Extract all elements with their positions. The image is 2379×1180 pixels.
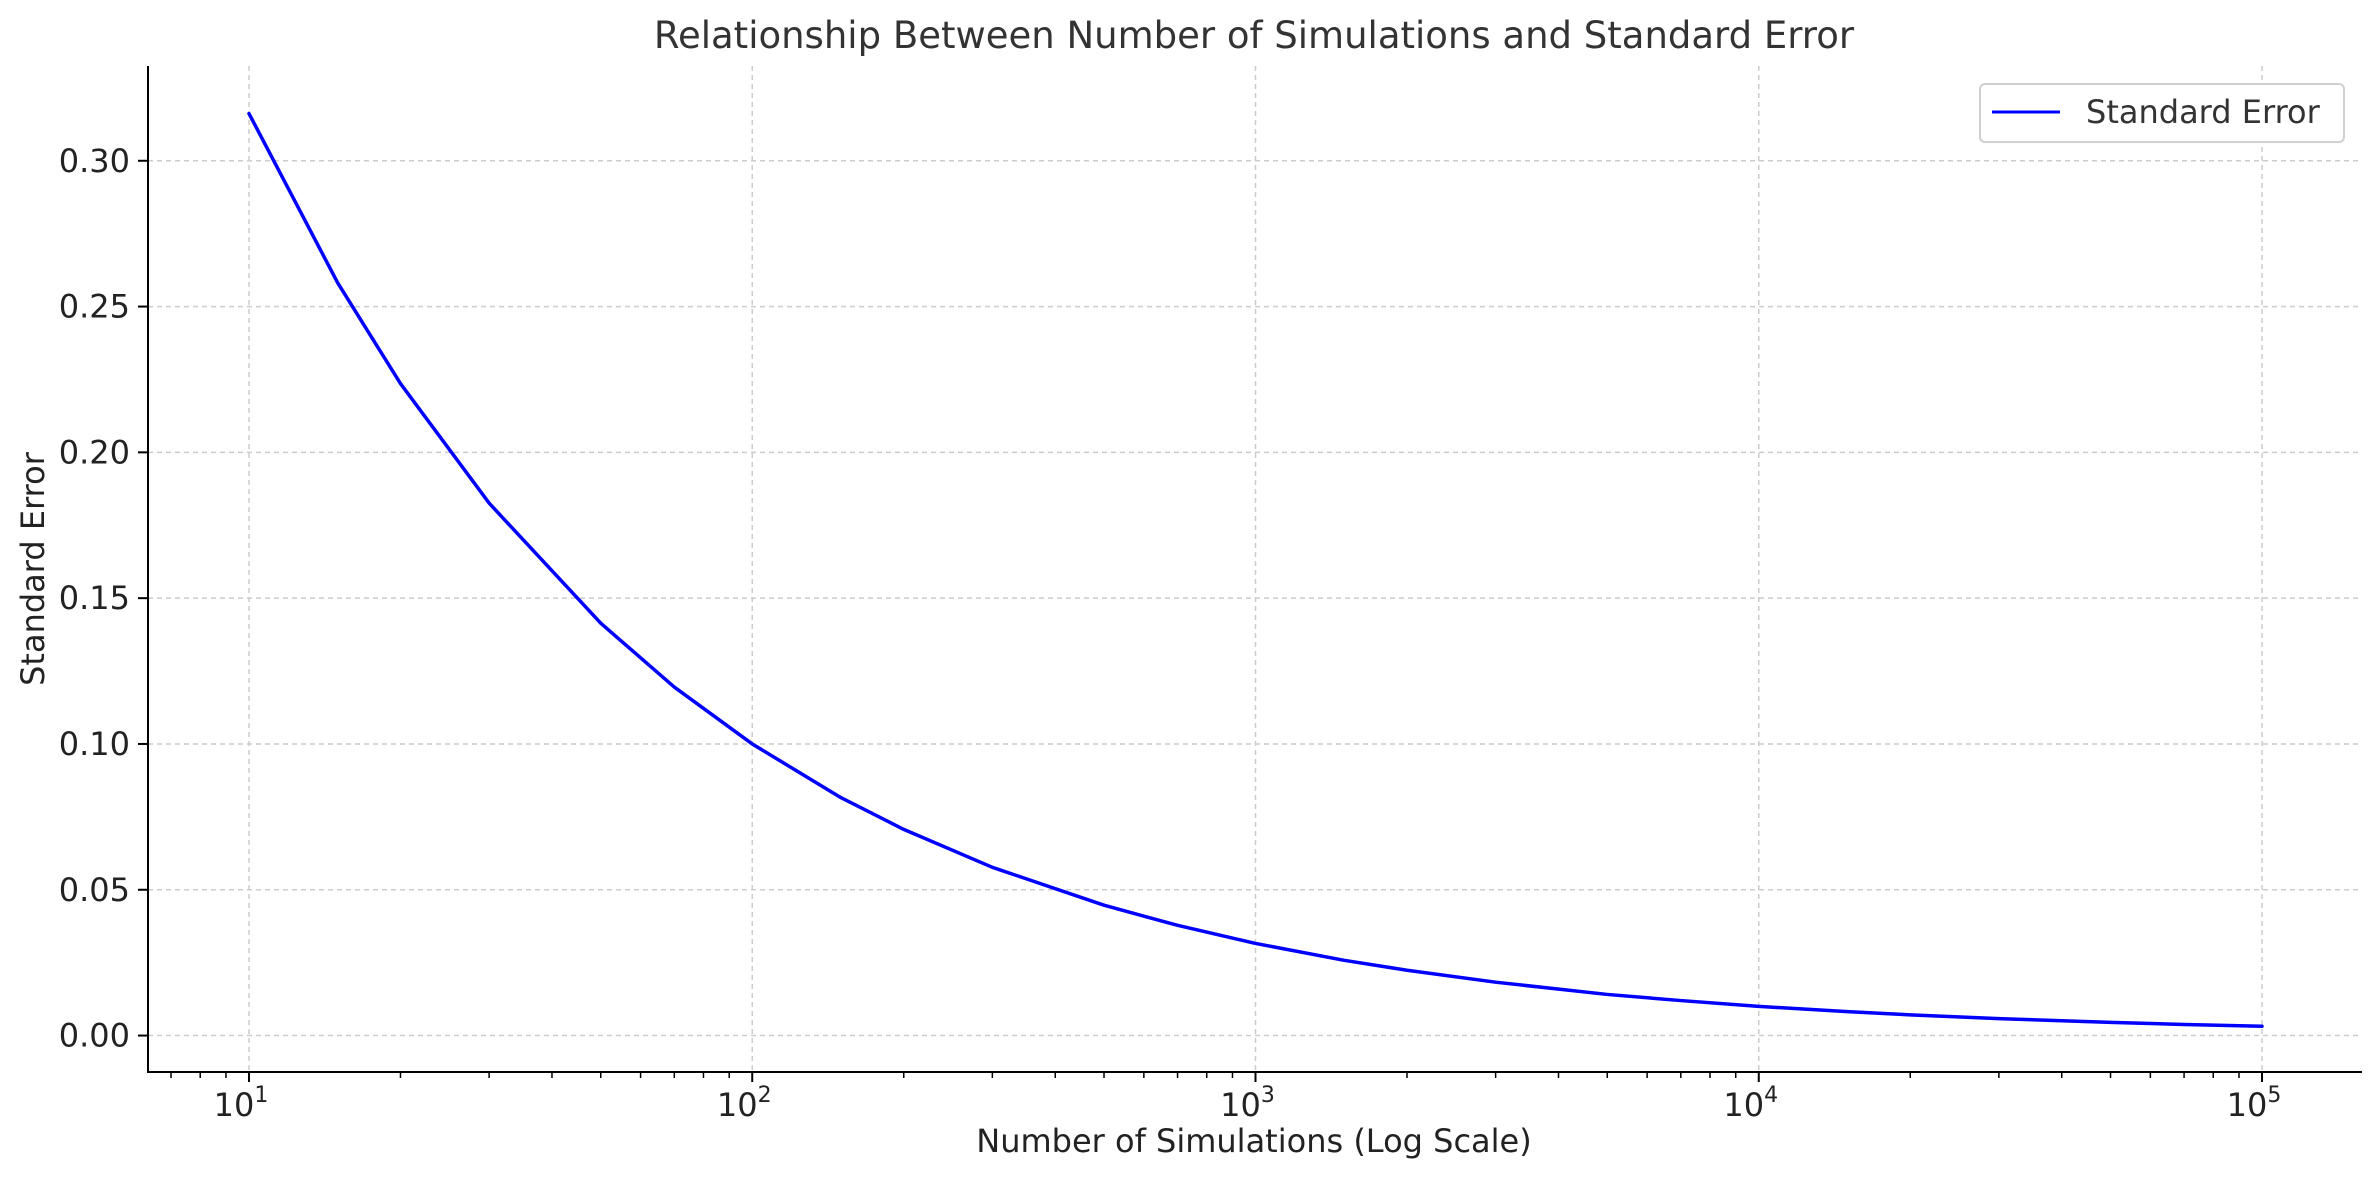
y-axis-label: Standard Error	[14, 451, 52, 686]
y-tick-label: 0.00	[59, 1017, 130, 1055]
y-tick-label: 0.05	[59, 871, 130, 909]
y-tick-label: 0.25	[59, 288, 130, 326]
series-line-standard-error	[247, 111, 2264, 1028]
axes	[147, 66, 2362, 1073]
y-tick-label: 0.20	[59, 433, 130, 471]
x-tick-label: 104	[1723, 1083, 1778, 1124]
series	[247, 111, 2264, 1028]
y-tick-label: 0.15	[59, 579, 130, 617]
grid	[148, 66, 2362, 1072]
y-tick-label: 0.30	[59, 142, 130, 180]
legend: Standard Error	[1979, 83, 2345, 143]
y-tick-label: 0.10	[59, 725, 130, 763]
x-tick-label: 105	[2227, 1083, 2282, 1124]
x-tick-label: 103	[1220, 1083, 1275, 1124]
legend-label: Standard Error	[2086, 93, 2321, 131]
legend-box	[1979, 83, 2345, 143]
x-tick-label: 102	[717, 1083, 772, 1124]
x-axis-label: Number of Simulations (Log Scale)	[976, 1122, 1531, 1160]
chart-title: Relationship Between Number of Simulatio…	[654, 14, 1855, 57]
x-tick-label: 101	[214, 1083, 269, 1124]
ticks: 0.00 0.05 0.10 0.15 0.20 0.25 0.30 101 102 103 104…	[59, 142, 2282, 1124]
